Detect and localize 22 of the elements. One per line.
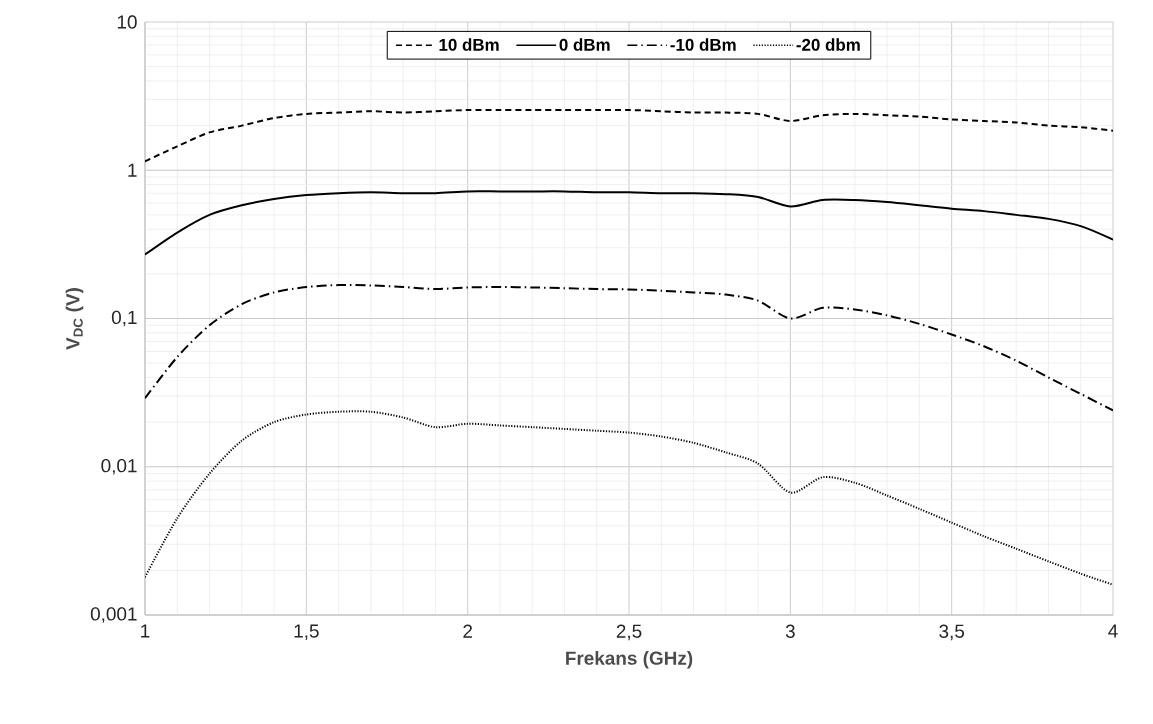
line-series xyxy=(145,190,1114,256)
y-tick-label: 1 xyxy=(128,163,137,177)
line-series xyxy=(145,284,1114,412)
x-tick-label: 3,5 xyxy=(939,624,965,641)
y-tick-label: 10 xyxy=(117,15,137,29)
x-tick-label: 3 xyxy=(785,624,795,638)
y-tick-label: 0,1 xyxy=(111,310,137,327)
y-tick-label: 0,01 xyxy=(101,458,137,475)
legend-label: -20 dbm xyxy=(796,38,860,51)
x-axis-title: Frekans (GHz) xyxy=(566,650,693,669)
x-tick-label: 1 xyxy=(141,624,150,638)
legend-label: 0 dBm xyxy=(559,38,610,51)
x-tick-label: 1,5 xyxy=(294,624,319,640)
x-tick-label: 4 xyxy=(1108,624,1118,638)
line-series xyxy=(145,410,1114,586)
x-tick-label: 2,5 xyxy=(616,624,642,641)
y-axis-title: V$_{DC}$ (V) xyxy=(65,288,84,350)
line-series xyxy=(145,108,1114,163)
legend-label: 10 dBm xyxy=(439,38,499,51)
x-tick-label: 2 xyxy=(463,624,472,638)
legend-label: -10 dBm xyxy=(670,38,736,51)
y-tick-label: 0,001 xyxy=(90,607,137,623)
